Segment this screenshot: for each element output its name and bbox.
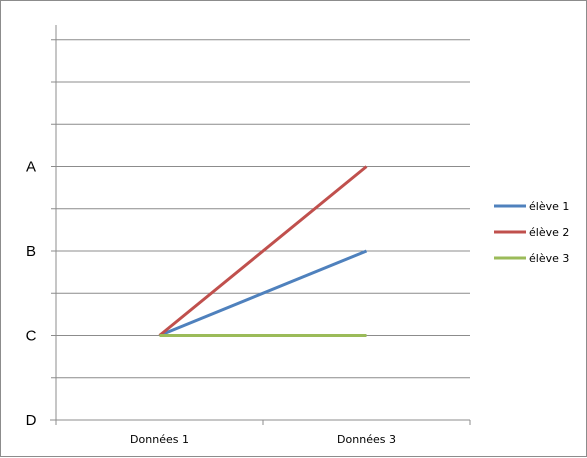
axes (50, 25, 471, 425)
legend: élève 1 élève 2 élève 3 (494, 200, 569, 265)
series-lines (158, 165, 368, 337)
series-line (158, 165, 368, 337)
gridlines (56, 39, 470, 379)
legend-label: élève 3 (529, 252, 569, 265)
series-line (158, 249, 368, 337)
x-tick-label: Données 3 (337, 433, 396, 446)
y-tick-labels: D C B A (26, 159, 37, 430)
legend-label: élève 1 (529, 200, 569, 213)
y-tick-label: D (26, 412, 37, 429)
x-tick-label: Données 1 (130, 433, 189, 446)
y-tick-label: B (26, 243, 36, 260)
x-tick-labels: Données 1 Données 3 (130, 433, 396, 446)
y-tick-label: A (26, 159, 36, 176)
y-tick-label: C (26, 328, 37, 345)
legend-label: élève 2 (529, 226, 569, 239)
